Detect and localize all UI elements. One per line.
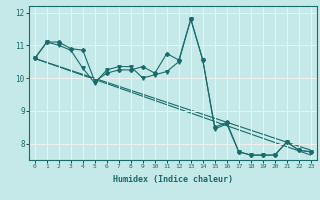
X-axis label: Humidex (Indice chaleur): Humidex (Indice chaleur) bbox=[113, 175, 233, 184]
